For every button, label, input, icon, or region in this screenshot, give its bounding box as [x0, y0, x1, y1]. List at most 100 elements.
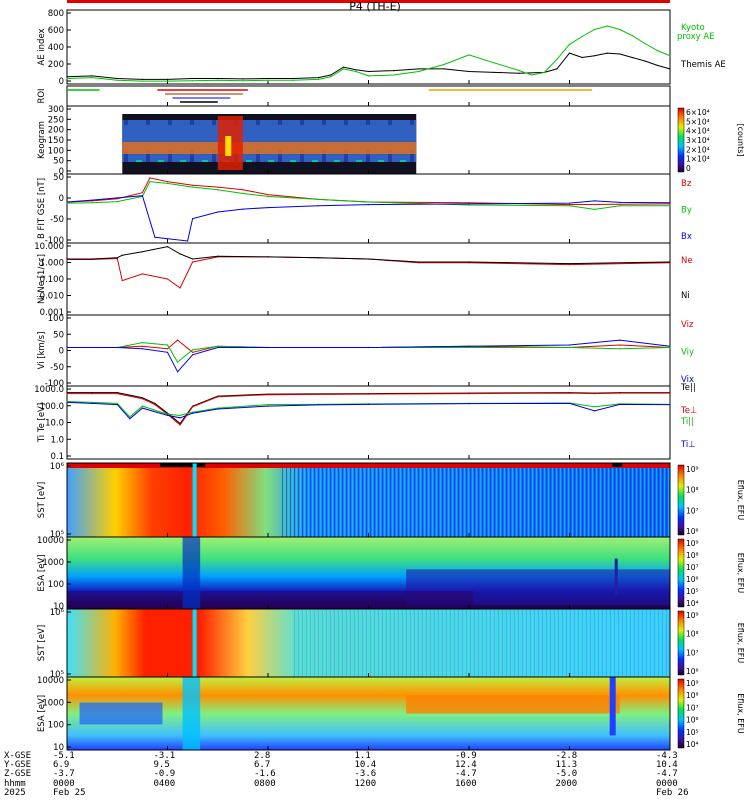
point-temperature-10-2 — [116, 392, 118, 394]
point-bfit-4-8 — [242, 208, 244, 210]
coord-value: 0000 — [656, 778, 678, 789]
point-ae-1-1 — [91, 77, 93, 79]
colorbar-tick-esa_e: 10⁴ — [686, 599, 699, 608]
ytick-density: 0.001 — [40, 308, 64, 318]
coord-value: -2.8 — [555, 751, 578, 761]
coord-value: -5.0 — [555, 769, 578, 780]
ytick-ae: 600 — [48, 26, 64, 36]
point-ae-0-30 — [656, 64, 659, 66]
coord-value: 2.8 — [254, 751, 271, 761]
ytick-esa_e: 1000 — [42, 558, 64, 568]
series-velocity-8 — [67, 342, 671, 363]
coord-value: 10.4 — [656, 760, 678, 771]
point-ae-1-0 — [66, 77, 68, 80]
point-temperature-12-8 — [217, 407, 219, 409]
point-ae-0-19 — [493, 71, 495, 73]
ytick-esa_e: 100 — [48, 580, 64, 590]
coord-value: -5.1 — [53, 751, 75, 761]
point-density-6-4 — [141, 251, 143, 253]
coord-row-label: Z-GSE — [4, 769, 32, 780]
coord-row-label: X-GSE — [4, 751, 32, 761]
point-ae-0-0 — [66, 76, 68, 78]
ytick-velocity: -100 — [45, 379, 64, 389]
point-temperature-13-5 — [166, 414, 169, 416]
point-bfit-3-6 — [192, 186, 194, 188]
point-ae-0-8 — [267, 77, 269, 80]
point-velocity-8-4 — [177, 361, 179, 363]
coord-value: -4.7 — [656, 769, 678, 780]
point-temperature-13-16 — [669, 404, 671, 406]
point-ae-0-24 — [581, 56, 583, 59]
point-temperature-12-9 — [267, 404, 269, 406]
point-temperature-11-10 — [367, 393, 370, 395]
point-ae-1-14 — [367, 75, 370, 77]
colorbar-tick-sst_e: 10⁷ — [686, 506, 699, 515]
point-ae-1-6 — [217, 79, 219, 81]
point-ae-1-2 — [116, 79, 118, 81]
point-velocity-8-12 — [669, 346, 671, 349]
point-temperature-13-6 — [179, 417, 181, 419]
panel-frame-density — [66, 242, 671, 316]
point-density-5-5 — [166, 278, 169, 280]
point-velocity-8-6 — [217, 345, 219, 347]
point-temperature-13-1 — [91, 402, 93, 404]
point-density-6-3 — [121, 254, 123, 256]
coord-value: 6.7 — [254, 760, 271, 771]
colorbar-keogram — [677, 107, 685, 173]
ylabel-keogram: Keogram — [37, 121, 47, 159]
point-density-6-8 — [217, 255, 219, 257]
ylabel-temperature: Ti Te [eV] — [37, 403, 47, 443]
coord-value: 1.1 — [354, 751, 371, 761]
point-ae-1-10 — [317, 78, 319, 80]
ytick-keogram: 200 — [48, 126, 64, 136]
point-bfit-4-0 — [66, 201, 68, 203]
coord-value: 10.4 — [354, 760, 377, 771]
point-ae-1-8 — [267, 79, 269, 81]
ylabel-bfit: B FIT GSE [nT] — [37, 178, 47, 239]
point-density-6-12 — [418, 261, 420, 263]
point-ae-0-4 — [166, 78, 169, 80]
point-temperature-13-13 — [568, 402, 571, 404]
point-temperature-12-3 — [129, 416, 131, 418]
point-ae-0-9 — [292, 77, 294, 80]
point-bfit-2-6 — [192, 184, 194, 186]
ytick-velocity: 100 — [48, 314, 64, 324]
point-bfit-4-16 — [669, 202, 671, 204]
point-bfit-4-4 — [154, 236, 156, 238]
point-bfit-4-1 — [91, 199, 93, 201]
coord-value: 12.4 — [455, 760, 477, 771]
point-temperature-12-14 — [594, 406, 596, 408]
point-ae-1-7 — [242, 80, 244, 82]
colorbar-tick-keogram: 5×10⁴ — [686, 117, 710, 126]
point-bfit-3-11 — [367, 201, 370, 203]
series-density-6 — [67, 246, 671, 265]
colorbar-tick-sst_i: 10⁹ — [686, 611, 699, 620]
ylabel-density: Ni Ne [1/cc] — [37, 254, 47, 304]
legend-kyoto: Kyoto — [681, 23, 705, 33]
point-bfit-4-6 — [192, 218, 194, 220]
point-ae-1-9 — [292, 79, 294, 81]
colorbar-tick-keogram: 0 — [686, 164, 691, 173]
colorbar-tick-esa_e: 10⁹ — [686, 539, 699, 548]
point-bfit-3-5 — [166, 182, 169, 184]
legend-ne: Ne — [681, 256, 693, 266]
point-bfit-3-10 — [317, 198, 319, 200]
coord-value: -4.3 — [656, 751, 678, 761]
point-temperature-10-4 — [154, 402, 156, 404]
ylabel-esa_e: ESA [eV] — [37, 554, 47, 591]
legend-bfit-0: Bz — [681, 179, 692, 189]
ytick-temperature: 100.0 — [40, 402, 64, 412]
point-temperature-10-0 — [66, 392, 68, 394]
panel-frame-bfit — [66, 173, 671, 244]
legend-ni: Ni — [681, 291, 690, 301]
ytick-keogram: 150 — [48, 136, 64, 146]
point-density-6-5 — [166, 246, 169, 248]
point-bfit-2-3 — [141, 192, 143, 194]
point-velocity-9-12 — [669, 345, 671, 347]
ylabel-sst_e: SST [eV] — [37, 482, 47, 518]
point-ae-1-17 — [443, 63, 445, 66]
point-velocity-7-4 — [177, 339, 179, 341]
colorbar-tick-keogram: 4×10⁴ — [686, 127, 710, 136]
ytick-esa_i: 10000 — [37, 676, 64, 686]
